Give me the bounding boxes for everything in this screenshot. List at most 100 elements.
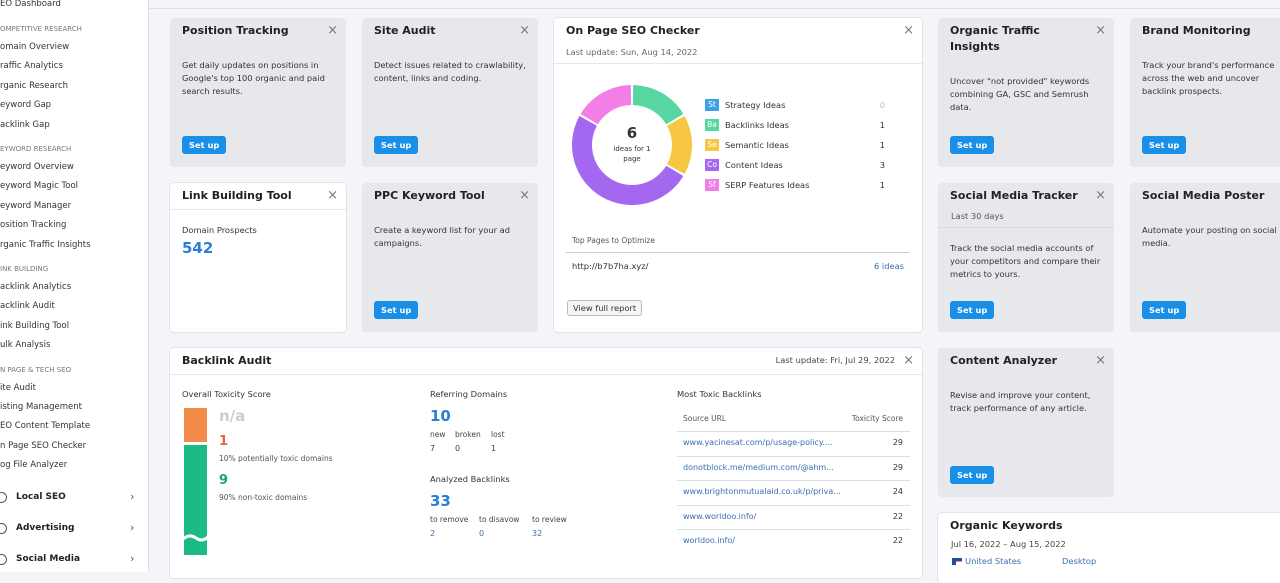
backlink-url[interactable]: worldoo.info/ (683, 536, 735, 546)
button[interactable]: Set up (950, 466, 995, 484)
nav-item[interactable]: raffic Analytics (0, 61, 63, 72)
close[interactable]: × (903, 353, 914, 368)
card: Social Media Poster Automate your postin… (1130, 183, 1280, 332)
nav-item[interactable]: eyword Magic Tool (0, 181, 79, 192)
nav-item[interactable]: ink Building Tool (0, 320, 70, 331)
chevron: › (130, 490, 135, 503)
close[interactable]: × (519, 23, 530, 38)
button[interactable]: Set up (1142, 301, 1187, 319)
card-title: Position Tracking (182, 24, 289, 37)
button[interactable]: Set up (950, 136, 995, 154)
close[interactable]: × (903, 23, 914, 38)
button[interactable]: View full report (567, 300, 643, 316)
nontoxic-bar (184, 445, 207, 555)
card: Link Building Tool × Domain Prospects 542 (170, 183, 346, 332)
nav-item[interactable]: acklink Audit (0, 301, 55, 312)
metric-value[interactable]: 10 (430, 407, 451, 425)
page-url[interactable]: http://b7b7ha.xyz/ (572, 261, 649, 271)
card-title: Organic Traffic Insights (950, 24, 1040, 53)
nav-heading: N PAGE & TECH SEO (0, 365, 72, 374)
column-value: 0 (455, 444, 461, 453)
section-label: Overall Toxicity Score (182, 389, 271, 399)
button[interactable]: Set up (374, 301, 419, 319)
column-value: 7 (430, 444, 436, 453)
nav-group[interactable]: Local SEO (16, 492, 66, 502)
donut-segment (667, 116, 692, 174)
button[interactable]: Set up (374, 136, 419, 154)
button[interactable]: Set up (182, 136, 227, 154)
column-label: broken (455, 430, 481, 439)
metric-value[interactable]: 33 (430, 492, 451, 510)
legend-icon: Se (705, 139, 719, 151)
section-label: Analyzed Backlinks (430, 474, 510, 484)
card-title: Content Analyzer (950, 354, 1058, 367)
nav-item[interactable]: ite Audit (0, 382, 36, 393)
toxicity-score: 22 (892, 536, 903, 546)
divider (170, 209, 346, 210)
metric-value: 542 (182, 239, 214, 257)
close[interactable]: × (1095, 353, 1106, 368)
backlink-url[interactable]: www.yacinesat.com/p/usage-policy.... (683, 438, 833, 447)
section-label: Top Pages to Optimize (572, 236, 656, 245)
donut-total-label: ideas for 1 page (613, 145, 651, 163)
legend-value: 1 (879, 120, 885, 130)
column-label: to remove (430, 515, 469, 524)
sidebar: EO Dashboard OMPETITIVE RESEARCH omain Ove… (0, 0, 149, 572)
device-select[interactable]: Desktop (1062, 556, 1097, 566)
close[interactable]: × (327, 23, 338, 38)
nav-item[interactable]: rganic Traffic Insights (0, 239, 91, 250)
page-ideas[interactable]: 6 ideas (874, 261, 904, 271)
nav-item[interactable]: eyword Gap (0, 100, 52, 111)
card-title: Organic Keywords (950, 519, 1063, 532)
chevron: › (130, 521, 135, 534)
donut-chart (572, 85, 692, 205)
nav-item[interactable]: n Page SEO Checker (0, 440, 87, 451)
button[interactable]: Set up (1142, 136, 1187, 154)
nav-item[interactable]: eyword Manager (0, 200, 72, 211)
nav-item[interactable]: isting Management (0, 402, 82, 412)
nav-group[interactable]: Social Media (16, 554, 81, 564)
card-desc: Automate your posting on social media. (1142, 225, 1277, 248)
card-title: On Page SEO Checker (566, 24, 700, 37)
country-select[interactable]: United States (965, 556, 1022, 566)
legend-value: 1 (879, 180, 885, 190)
nav-item[interactable]: omain Overview (0, 42, 70, 52)
divider (554, 63, 922, 64)
close[interactable]: × (519, 188, 530, 203)
card: Backlink Audit × Last update: Fri, Jul 29… (170, 348, 922, 578)
nav-item[interactable]: osition Tracking (0, 220, 67, 231)
donut-segment (580, 85, 632, 125)
nontoxic-count: 9 (219, 473, 229, 488)
card-title: PPC Keyword Tool (374, 189, 485, 202)
nav-icon (0, 523, 7, 534)
row-line (677, 504, 910, 506)
close[interactable]: × (1095, 188, 1106, 203)
close[interactable]: × (1095, 23, 1106, 38)
toxic-bar (184, 408, 207, 442)
legend-icon: Co (705, 159, 719, 171)
card-desc: Detect issues related to crawlability, c… (374, 60, 526, 83)
nav-group[interactable]: Advertising (16, 523, 75, 533)
nav-item[interactable]: eyword Overview (0, 162, 74, 172)
column-label: to disavow (479, 515, 520, 524)
nav-heading: INK BUILDING (0, 265, 49, 273)
nav-item[interactable]: acklink Analytics (0, 282, 72, 292)
card-title: Brand Monitoring (1142, 24, 1251, 37)
break (182, 533, 210, 542)
backlink-url[interactable]: www.worldoo.info/ (683, 511, 757, 521)
legend-label: SERP Features Ideas (725, 180, 810, 190)
nav-item[interactable]: og File Analyzer (0, 460, 68, 471)
toxic-count: 1 (219, 434, 229, 449)
backlink-url[interactable]: donotblock.me/medium.com/@ahm... (683, 462, 834, 472)
backlink-url[interactable]: www.brightonmutualaid.co.uk/p/priva... (683, 487, 841, 497)
card-title: Link Building Tool (182, 189, 292, 202)
nav-item[interactable]: acklink Gap (0, 119, 50, 130)
nav-item[interactable]: ulk Analysis (0, 340, 51, 351)
nav-item[interactable]: EO Content Template (0, 421, 91, 432)
nav-item[interactable]: EO Dashboard (0, 0, 61, 9)
button[interactable]: Set up (950, 301, 995, 319)
close[interactable]: × (327, 188, 338, 203)
last-update: Last update: Fri, Jul 29, 2022 (775, 355, 895, 365)
nav-item[interactable]: rganic Research (0, 80, 69, 91)
